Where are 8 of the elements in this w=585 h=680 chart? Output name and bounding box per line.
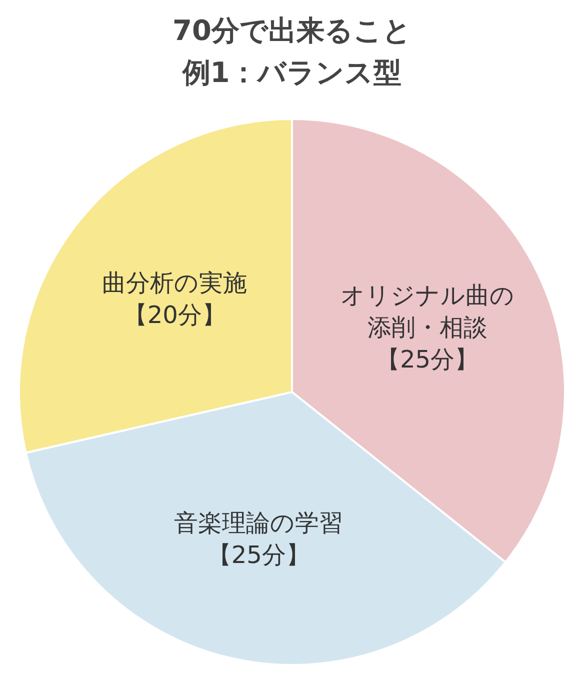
data-label: 【20分】 bbox=[123, 300, 226, 329]
chart-title: 70分で出来ること bbox=[172, 14, 412, 47]
slice-label: 曲分析の実施 bbox=[102, 268, 248, 297]
slice-label: 音楽理論の学習 bbox=[174, 508, 344, 537]
slice-label: オリジナル曲の添削・相談 bbox=[340, 281, 514, 342]
data-label: 【25分】 bbox=[376, 345, 479, 374]
chart-subtitle: 例1：バランス型 bbox=[181, 56, 402, 89]
data-label: 【25分】 bbox=[207, 540, 310, 569]
